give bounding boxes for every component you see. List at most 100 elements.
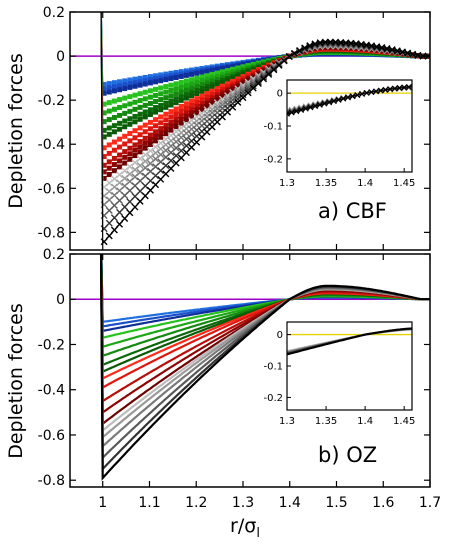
data-point — [178, 94, 184, 100]
data-point — [122, 133, 128, 139]
panel-b-oz: 0.2 0 -0.2 -0.4 -0.6 -0.8 1 1.1 1.2 1.3 1.4 1.5 1.6 1… — [38, 247, 441, 511]
inset-background — [287, 80, 412, 172]
data-point — [163, 117, 169, 123]
data-point — [172, 128, 180, 136]
inset-y-tick-label: -0.1 — [263, 122, 283, 133]
data-point — [219, 69, 225, 75]
data-point — [213, 118, 221, 126]
data-point — [153, 133, 159, 139]
data-point — [117, 152, 123, 158]
inset-x-tick-label: 1.35 — [315, 178, 337, 189]
data-point — [225, 81, 231, 87]
data-point — [127, 151, 133, 157]
data-point — [132, 113, 138, 119]
data-point — [126, 198, 134, 206]
data-point — [168, 127, 174, 133]
inset-data-point — [368, 89, 375, 95]
data-point — [214, 82, 220, 88]
data-point — [101, 169, 107, 175]
data-point — [214, 89, 220, 95]
data-point — [173, 69, 179, 75]
data-point — [136, 155, 144, 163]
data-point — [122, 95, 128, 101]
data-point — [158, 72, 164, 78]
data-point — [199, 104, 205, 110]
inset-data-point — [382, 86, 389, 93]
data-point — [183, 95, 189, 101]
data-point — [106, 85, 112, 91]
data-point — [106, 131, 112, 137]
data-point — [225, 90, 231, 96]
data-point — [224, 108, 232, 116]
data-point — [110, 175, 118, 183]
data-point — [110, 226, 118, 234]
data-point — [111, 84, 117, 90]
data-point — [117, 112, 123, 118]
data-point — [117, 144, 123, 150]
plot-frame — [69, 253, 431, 488]
data-point — [106, 108, 112, 114]
data-point — [167, 157, 175, 165]
data-point — [142, 78, 148, 84]
data-point — [127, 94, 133, 100]
data-point — [127, 156, 133, 162]
data-point — [188, 143, 196, 151]
data-point — [204, 103, 210, 109]
data-point — [157, 145, 165, 153]
inset-data-point — [312, 103, 319, 110]
data-point — [147, 119, 153, 125]
x-tick-label: 1.2 — [185, 495, 207, 511]
data-point — [189, 93, 195, 99]
x-axis-title-subscript: l — [256, 526, 260, 541]
data-point — [194, 75, 200, 81]
data-point — [230, 87, 236, 93]
data-point — [106, 142, 112, 148]
data-point — [122, 160, 128, 166]
data-point — [106, 117, 112, 123]
data-point — [131, 203, 139, 211]
data-point — [393, 47, 401, 55]
data-point — [142, 81, 148, 87]
data-point — [153, 92, 159, 98]
data-point — [147, 137, 153, 143]
y-tick-label: 0.2 — [43, 5, 65, 21]
data-point — [178, 117, 184, 123]
data-point — [178, 97, 184, 103]
x-axis-title-main: r/σ — [230, 515, 256, 537]
data-point — [168, 93, 174, 99]
data-point — [101, 101, 107, 107]
data-point — [219, 93, 225, 99]
inset-data-point — [391, 85, 398, 92]
data-point — [147, 74, 153, 80]
data-point — [158, 134, 164, 140]
x-tick-label: 1.3 — [232, 495, 254, 511]
y-tick-label: 0 — [56, 49, 65, 65]
data-point — [132, 99, 138, 105]
data-point — [209, 78, 215, 84]
data-point — [137, 132, 143, 138]
data-point — [214, 73, 220, 79]
data-point — [204, 94, 210, 100]
data-point — [126, 163, 134, 171]
data-point — [117, 87, 123, 93]
inset-data-point — [287, 111, 290, 117]
data-point — [296, 46, 304, 54]
data-point — [137, 149, 143, 155]
data-point — [199, 97, 205, 103]
data-point — [147, 141, 153, 147]
data-point — [225, 73, 231, 79]
data-point — [153, 129, 159, 135]
data-point — [147, 132, 153, 138]
data-point — [163, 104, 169, 110]
data-point — [194, 83, 200, 89]
data-point — [178, 73, 184, 79]
data-point — [111, 129, 117, 135]
data-point — [137, 125, 143, 131]
data-point — [153, 73, 159, 79]
data-point — [122, 78, 128, 84]
plot-area — [70, 254, 430, 481]
data-point — [326, 38, 334, 46]
data-point — [224, 94, 232, 102]
data-point — [117, 97, 123, 103]
data-point — [383, 45, 391, 53]
